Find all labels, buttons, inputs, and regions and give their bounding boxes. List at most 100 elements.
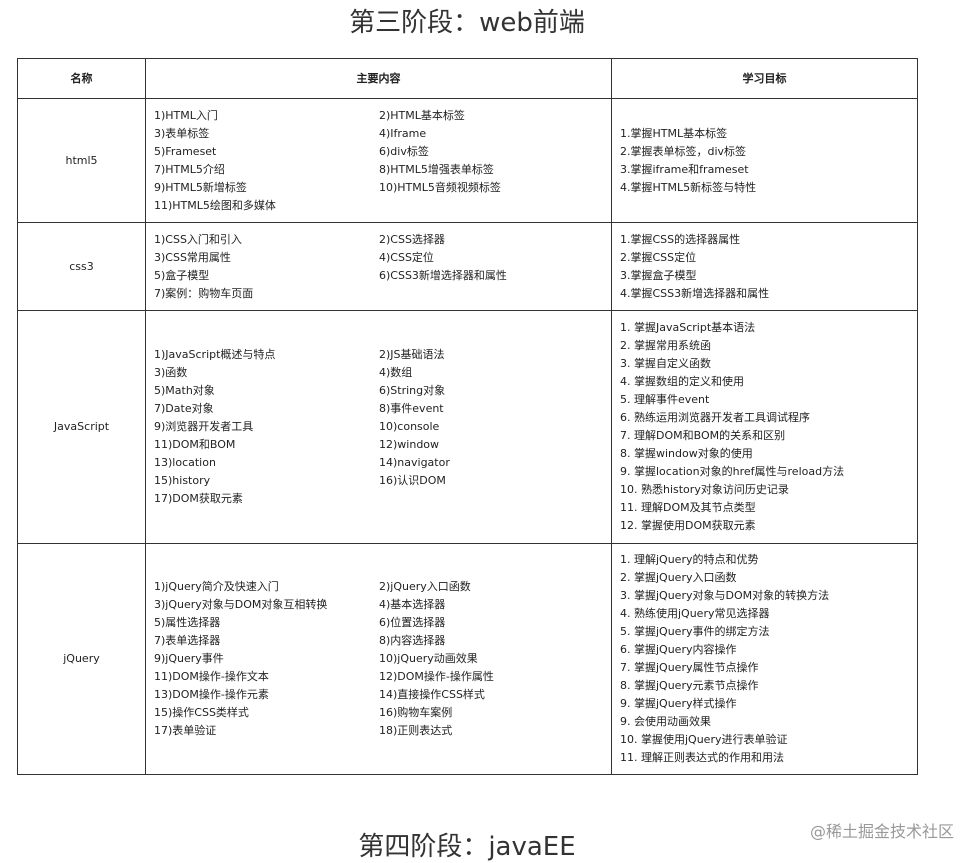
content-item: 5)Math对象 [154, 384, 215, 397]
goal-item: 3. 掌握jQuery对象与DOM对象的转换方法 [620, 589, 830, 602]
course-name: css3 [17, 222, 146, 311]
course-row: css3 1)CSS入门和引入 2)CSS选择器 3)CSS常用属性 4)CSS定位 5)… [17, 222, 918, 311]
content-item: 11)HTML5绘图和多媒体 [154, 198, 276, 212]
content-item: 13)DOM操作-操作元素 [154, 688, 269, 701]
header-row: 名称 主要内容 学习目标 [17, 58, 918, 99]
content-item: 17)DOM获取元素 [154, 492, 243, 505]
content-item: 7)HTML5介绍 [154, 162, 225, 176]
content-cell: 1)jQuery简介及快速入门 2)jQuery入口函数 3)jQuery对象与DO… [145, 543, 612, 775]
content-item: 2)HTML基本标签 [379, 108, 465, 122]
goal-item: 11. 理解正则表达式的作用和用法 [620, 751, 784, 764]
content-item: 1)jQuery简介及快速入门 [154, 580, 279, 593]
content-cell: 1)CSS入门和引入 2)CSS选择器 3)CSS常用属性 4)CSS定位 5)盒子模型… [145, 222, 612, 311]
goal-item: 2.掌握CSS定位 [620, 250, 697, 264]
course-name: html5 [17, 98, 146, 223]
goal-item: 1. 掌握JavaScript基本语法 [620, 321, 756, 334]
content-item: 1)HTML入门 [154, 108, 218, 122]
goal-item: 7. 理解DOM和BOM的关系和区别 [620, 429, 786, 442]
content-item: 9)jQuery事件 [154, 652, 224, 665]
header-cell: 名称 [17, 58, 146, 99]
goals-cell: 1.掌握CSS的选择器属性 2.掌握CSS定位 3.掌握盒子模型 4.掌握CSS3新增… [611, 222, 918, 311]
content-item: 10)console [379, 420, 440, 433]
header-cell: 主要内容 [145, 58, 612, 99]
content-item: 7)Date对象 [154, 402, 214, 415]
content-item: 11)DOM操作-操作文本 [154, 670, 269, 683]
goal-item: 10. 掌握使用jQuery进行表单验证 [620, 733, 788, 746]
content-item: 10)HTML5音频视频标签 [379, 180, 501, 194]
watermark: @稀土掘金技术社区 [809, 822, 954, 841]
goal-item: 1.掌握HTML基本标签 [620, 126, 728, 140]
content-item: 3)函数 [154, 366, 188, 379]
goal-item: 9. 掌握location对象的href属性与reload方法 [620, 465, 845, 478]
content-item: 6)位置选择器 [379, 616, 446, 629]
stage-title: 第三阶段：web前端 [349, 8, 585, 38]
content-item: 3)jQuery对象与DOM对象互相转换 [154, 598, 328, 611]
goal-item: 4. 熟练使用jQuery常见选择器 [620, 607, 770, 620]
course-name: jQuery [17, 543, 146, 775]
content-item: 11)DOM和BOM [154, 438, 236, 451]
content-grid: 1)CSS入门和引入 2)CSS选择器 3)CSS常用属性 4)CSS定位 5)盒子模型… [154, 231, 603, 303]
goal-item: 5. 理解事件event [620, 393, 710, 406]
content-item: 9)HTML5新增标签 [154, 180, 247, 194]
content-item: 8)HTML5增强表单标签 [379, 162, 494, 176]
content-item: 2)jQuery入口函数 [379, 580, 471, 593]
content-item: 4)CSS定位 [379, 250, 434, 264]
content-item: 9)浏览器开发者工具 [154, 420, 254, 433]
goal-item: 3. 掌握自定义函数 [620, 357, 711, 370]
content-cell: 1)JavaScript概述与特点 2)JS基础语法 3)函数 4)数组 5)Math对… [145, 310, 612, 544]
header-cell: 学习目标 [611, 58, 918, 99]
content-item: 6)div标签 [379, 144, 429, 158]
goal-item: 10. 熟悉history对象访问历史记录 [620, 483, 789, 496]
goal-item: 6. 熟练运用浏览器开发者工具调试程序 [620, 411, 810, 424]
goal-item: 2. 掌握jQuery入口函数 [620, 571, 737, 584]
content-cell: 1)HTML入门 2)HTML基本标签 3)表单标签 4)Iframe 5)Frames… [145, 98, 612, 223]
content-item: 5)盒子模型 [154, 268, 210, 282]
goal-item: 1. 理解jQuery的特点和优势 [620, 553, 759, 566]
goal-item: 1.掌握CSS的选择器属性 [620, 232, 741, 246]
content-item: 6)String对象 [379, 384, 446, 397]
goal-item: 4.掌握HTML5新标签与特性 [620, 180, 757, 194]
content-item: 1)JavaScript概述与特点 [154, 348, 276, 361]
goal-item: 9. 掌握jQuery样式操作 [620, 697, 737, 710]
goal-item: 7. 掌握jQuery属性节点操作 [620, 661, 759, 674]
goal-item: 8. 掌握window对象的使用 [620, 447, 753, 460]
goal-item: 12. 掌握使用DOM获取元素 [620, 519, 756, 532]
goal-item: 5. 掌握jQuery事件的绑定方法 [620, 625, 770, 638]
course-row: html5 1)HTML入门 2)HTML基本标签 3)表单标签 4)Iframe 5)F… [17, 98, 918, 223]
goal-item: 3.掌握盒子模型 [620, 268, 697, 282]
content-item: 12)window [379, 438, 440, 451]
goals-cell: 1. 掌握JavaScript基本语法 2. 掌握常用系统函 3. 掌握自定义函数 4… [611, 310, 918, 544]
goal-item: 4.掌握CSS3新增选择器和属性 [620, 286, 770, 300]
content-item: 16)购物车案例 [379, 706, 453, 719]
goals-cell: 1. 理解jQuery的特点和优势 2. 掌握jQuery入口函数 3. 掌握jQu… [611, 543, 918, 775]
goals-cell: 1.掌握HTML基本标签 2.掌握表单标签，div标签 3.掌握iframe和fra… [611, 98, 918, 223]
content-item: 3)CSS常用属性 [154, 250, 231, 264]
content-item: 13)location [154, 456, 216, 469]
goal-item: 4. 掌握数组的定义和使用 [620, 375, 744, 388]
content-item: 5)Frameset [154, 144, 217, 158]
goal-item: 3.掌握iframe和frameset [620, 162, 749, 176]
goal-item: 2. 掌握常用系统函 [620, 339, 711, 352]
content-item: 4)Iframe [379, 126, 427, 140]
course-row: jQuery 1)jQuery简介及快速入门 2)jQuery入口函数 3)jQuer… [17, 543, 918, 775]
content-item: 7)表单选择器 [154, 634, 221, 647]
goal-item: 9. 会使用动画效果 [620, 715, 711, 728]
goal-item: 2.掌握表单标签，div标签 [620, 144, 747, 158]
content-item: 14)直接操作CSS样式 [379, 688, 485, 701]
content-item: 12)DOM操作-操作属性 [379, 670, 494, 683]
content-item: 17)表单验证 [154, 724, 217, 737]
content-item: 15)history [154, 474, 211, 487]
content-item: 8)事件event [379, 402, 444, 415]
content-item: 14)navigator [379, 456, 450, 469]
content-item: 6)CSS3新增选择器和属性 [379, 268, 507, 282]
content-item: 10)jQuery动画效果 [379, 652, 478, 665]
content-item: 15)操作CSS类样式 [154, 706, 249, 719]
content-grid: 1)HTML入门 2)HTML基本标签 3)表单标签 4)Iframe 5)Frames… [154, 107, 603, 215]
content-item: 2)JS基础语法 [379, 348, 445, 361]
content-item: 16)认识DOM [379, 474, 446, 487]
content-item: 4)基本选择器 [379, 598, 446, 611]
content-grid: 1)jQuery简介及快速入门 2)jQuery入口函数 3)jQuery对象与DO… [154, 578, 603, 740]
content-item: 18)正则表达式 [379, 724, 453, 737]
content-item: 5)属性选择器 [154, 616, 221, 629]
